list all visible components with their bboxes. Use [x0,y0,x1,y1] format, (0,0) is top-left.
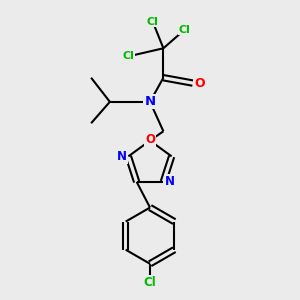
Text: Cl: Cl [147,16,159,26]
Text: N: N [165,175,175,188]
Text: O: O [194,76,205,90]
Text: O: O [145,133,155,146]
Text: N: N [144,95,156,108]
Text: N: N [117,150,127,163]
Text: Cl: Cl [179,25,191,34]
Text: Cl: Cl [123,51,134,61]
Text: Cl: Cl [144,276,156,289]
